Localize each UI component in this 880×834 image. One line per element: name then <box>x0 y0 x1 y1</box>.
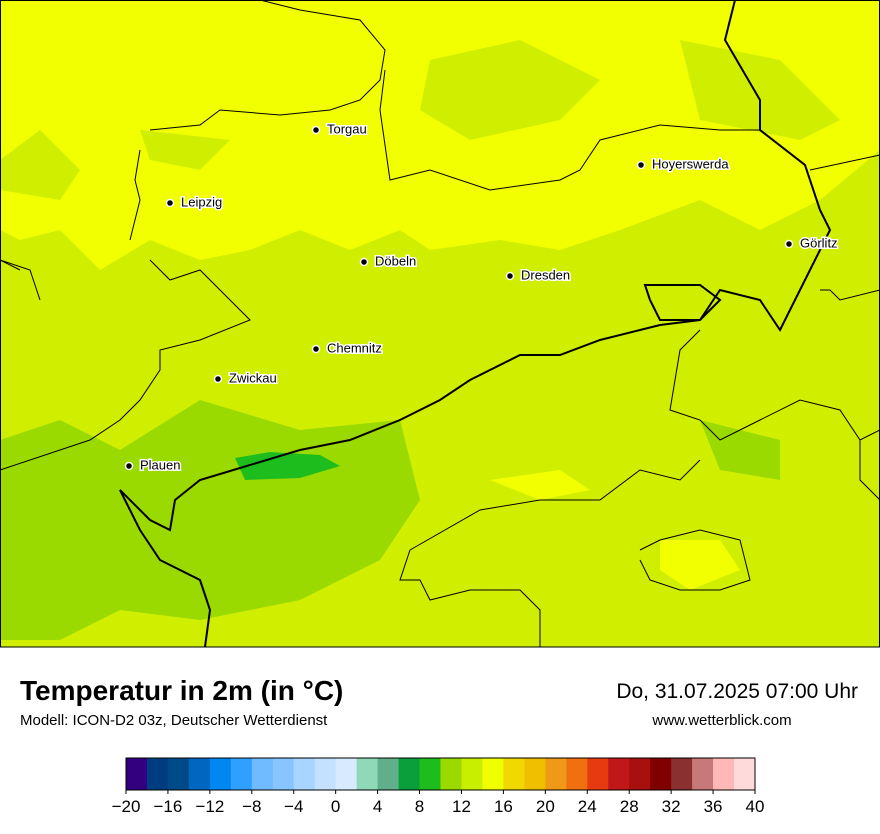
tick-label: 20 <box>536 797 555 816</box>
warm-area <box>0 0 880 270</box>
color-step <box>440 758 462 790</box>
city-dot <box>505 271 515 281</box>
map: Torgau Hoyerswerda Leipzig Görlitz Döbeln Dre… <box>0 0 880 648</box>
color-step <box>293 758 316 790</box>
color-step <box>335 758 358 790</box>
color-step <box>650 758 672 790</box>
city-dot <box>165 198 175 208</box>
tick-label: 4 <box>373 797 382 816</box>
colorbar-frame <box>125 757 756 791</box>
city-dot <box>311 344 321 354</box>
color-step <box>713 758 735 790</box>
tick-label: 40 <box>746 797 765 816</box>
city-dot <box>124 461 134 471</box>
city-dot <box>636 160 646 170</box>
color-step <box>608 758 630 790</box>
color-step <box>461 758 483 790</box>
color-step <box>377 758 400 790</box>
color-step <box>251 758 274 790</box>
datetime: Do, 31.07.2025 07:00 Uhr <box>616 680 858 703</box>
color-step <box>503 758 525 790</box>
color-step <box>671 758 693 790</box>
color-step <box>230 758 253 790</box>
borders <box>0 0 880 648</box>
color-step <box>209 758 232 790</box>
tick-label: 16 <box>494 797 513 816</box>
color-step <box>524 758 546 790</box>
tick-label: −12 <box>195 797 224 816</box>
city-label: Döbeln <box>375 253 416 268</box>
city-label: Torgau <box>327 121 367 136</box>
city-label: Görlitz <box>800 235 838 250</box>
color-step <box>545 758 567 790</box>
city-label: Dresden <box>521 267 570 282</box>
tick-label: 24 <box>578 797 597 816</box>
city-dot <box>784 239 794 249</box>
tick-label: 8 <box>415 797 424 816</box>
color-step <box>356 758 379 790</box>
color-step <box>587 758 609 790</box>
color-step <box>482 758 504 790</box>
color-step <box>419 758 441 790</box>
green-area <box>235 452 340 480</box>
city-label: Hoyerswerda <box>652 156 729 171</box>
tick-label: 28 <box>620 797 639 816</box>
cool-area <box>0 40 840 200</box>
warm-area <box>490 470 740 590</box>
color-step <box>629 758 651 790</box>
color-step <box>734 758 756 790</box>
model: Modell: ICON-D2 03z, Deutscher Wetterdie… <box>20 712 328 729</box>
color-step <box>314 758 337 790</box>
color-step <box>398 758 421 790</box>
city-dot <box>311 125 321 135</box>
city-label: Leipzig <box>181 194 222 209</box>
tick-label: 36 <box>704 797 723 816</box>
url: www.wetterblick.com <box>651 712 791 729</box>
color-step <box>272 758 295 790</box>
title: Temperatur in 2m (in °C) <box>20 675 343 706</box>
color-step <box>146 758 169 790</box>
color-step <box>188 758 211 790</box>
tick-label: −4 <box>284 797 303 816</box>
tick-label: −16 <box>154 797 183 816</box>
tick-label: 0 <box>331 797 340 816</box>
color-step <box>167 758 190 790</box>
city-dot <box>213 374 223 384</box>
color-step <box>692 758 714 790</box>
green-area <box>0 400 780 640</box>
color-step <box>126 758 148 790</box>
tick-label: 12 <box>452 797 471 816</box>
tick-label: −20 <box>112 797 141 816</box>
city-label: Zwickau <box>229 370 277 385</box>
tick-label: −8 <box>242 797 261 816</box>
city-dot <box>359 257 369 267</box>
city-label: Plauen <box>140 457 180 472</box>
tick-label: 32 <box>662 797 681 816</box>
color-step <box>566 758 588 790</box>
city-label: Chemnitz <box>327 340 382 355</box>
